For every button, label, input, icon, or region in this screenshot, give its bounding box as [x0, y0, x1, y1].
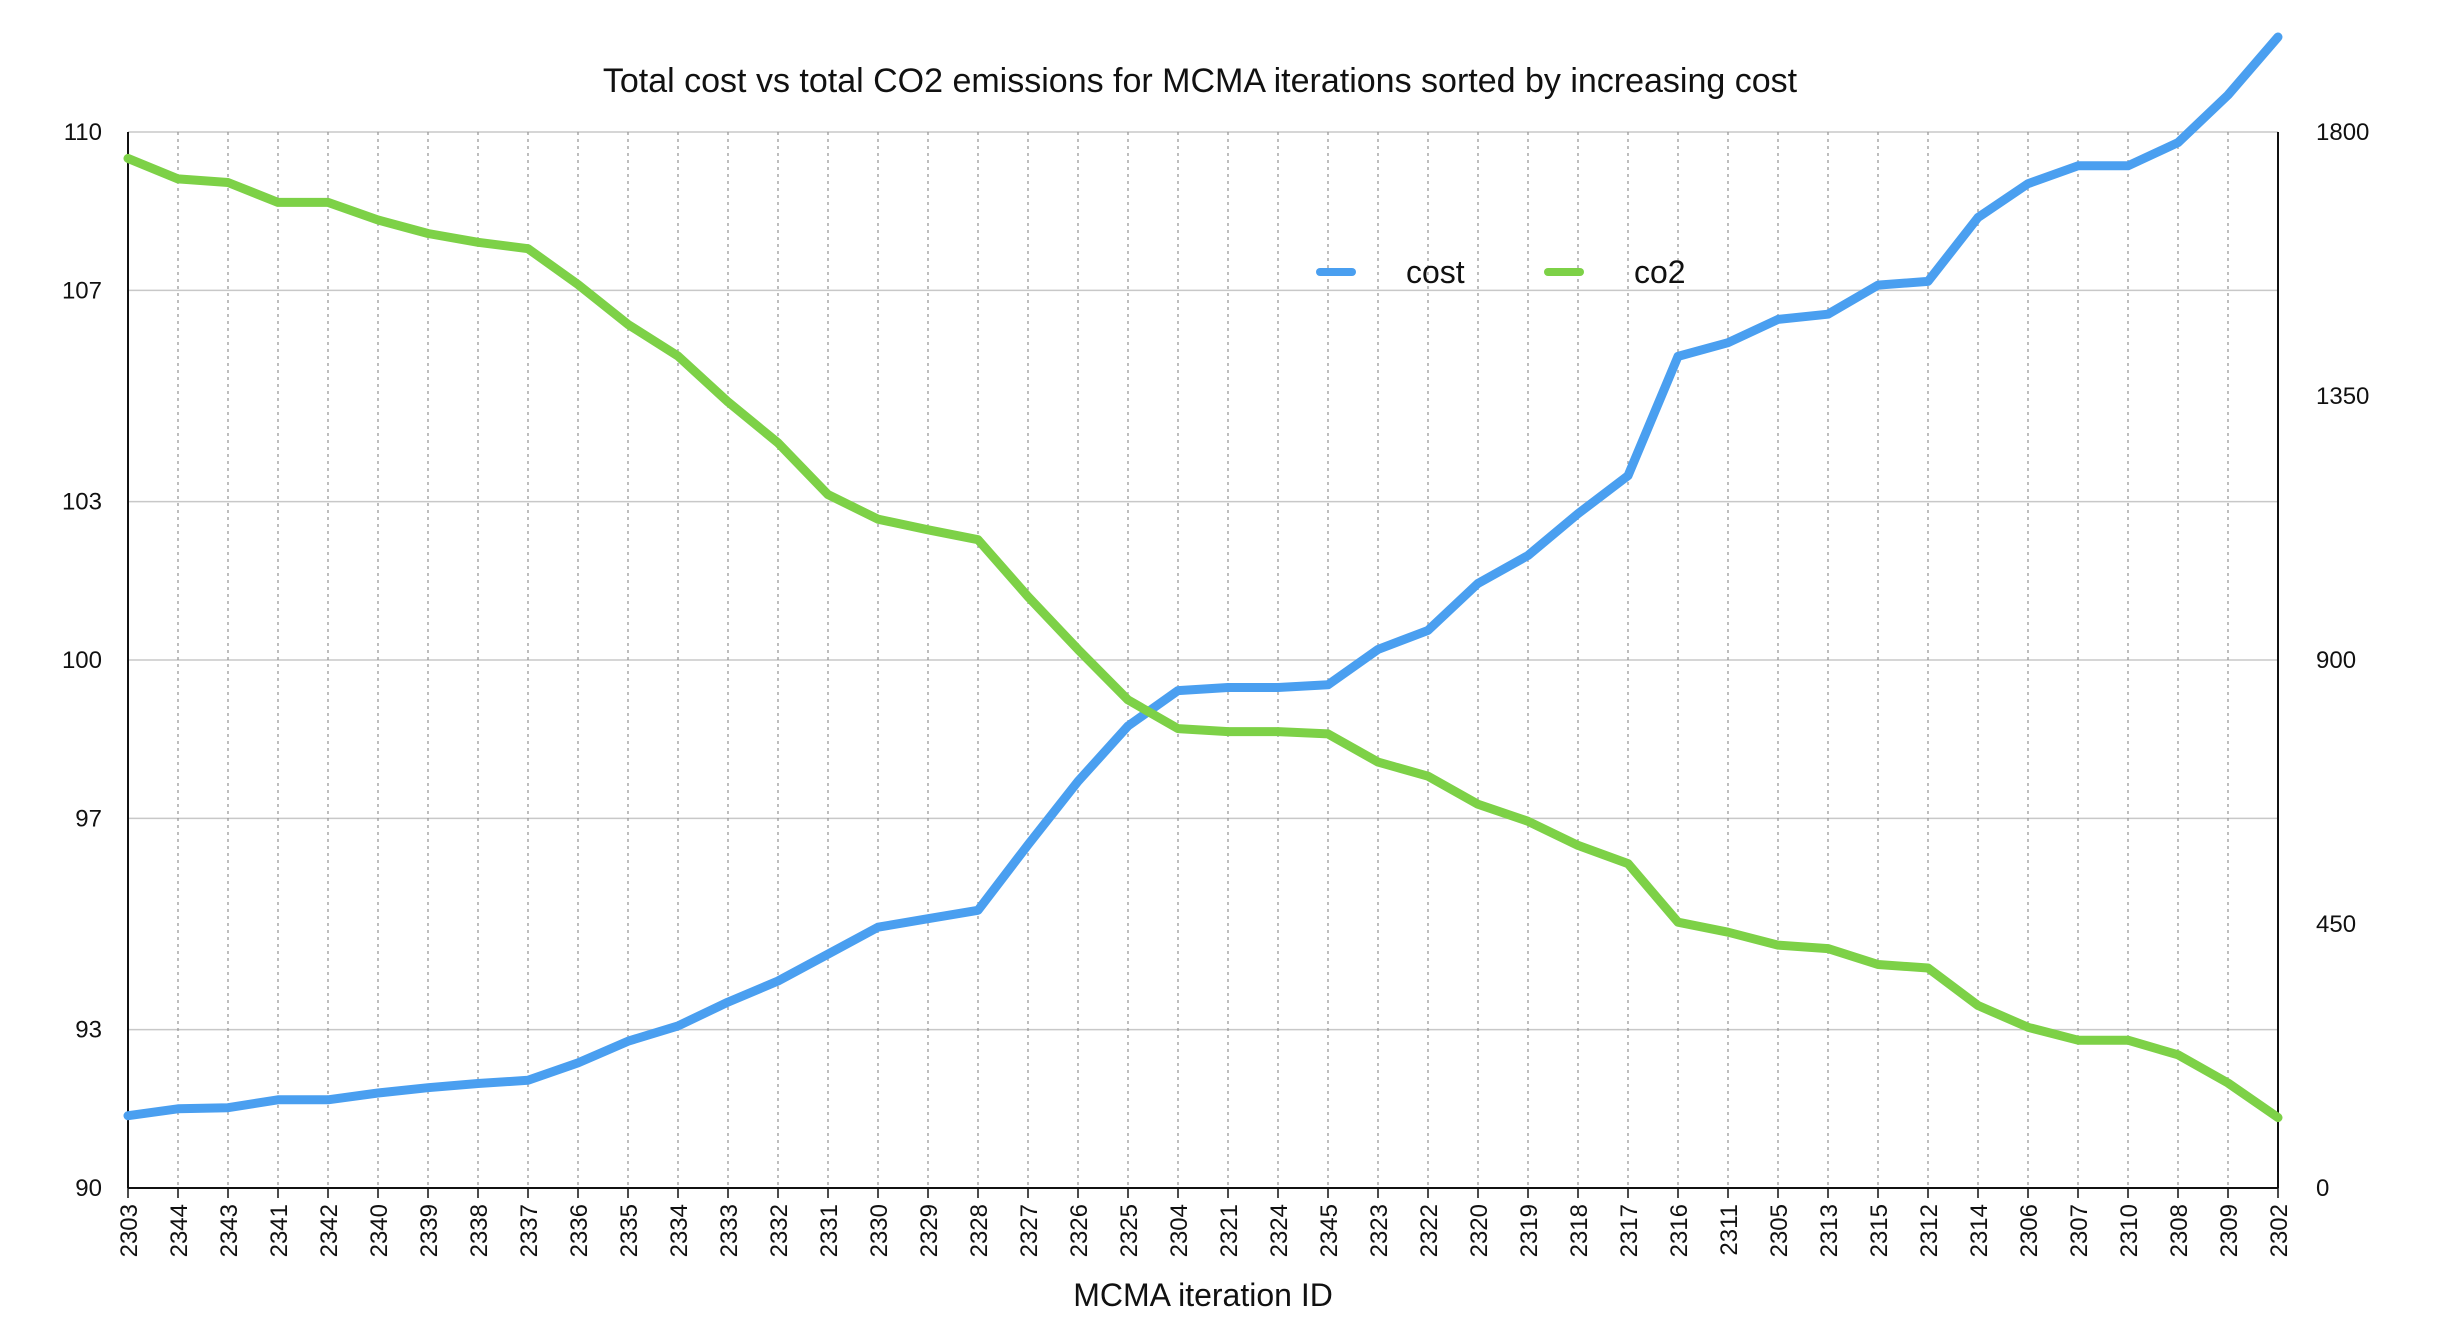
x-tick-label: 2333: [716, 1204, 743, 1257]
x-tick-label: 2325: [1116, 1204, 1143, 1257]
y-left-tick-label: 110: [64, 119, 102, 146]
x-tick-label: 2322: [1416, 1204, 1443, 1257]
y-left-tick-label: 107: [62, 277, 102, 304]
legend-label-cost: cost: [1406, 254, 1465, 290]
x-tick-label: 2342: [316, 1204, 343, 1257]
y-left-tick-label: 103: [62, 489, 102, 516]
x-tick-label: 2319: [1516, 1204, 1543, 1257]
series-line-co2: [123, 153, 2283, 1123]
x-tick-label: 2330: [866, 1204, 893, 1257]
y-right-tick-label: 900: [2316, 647, 2356, 674]
x-tick-label: 2321: [1216, 1204, 1243, 1257]
x-tick-label: 2339: [416, 1204, 443, 1257]
x-tick-label: 2314: [1966, 1204, 1993, 1257]
series-layer: [123, 32, 2283, 1123]
chart-title: Total cost vs total CO2 emissions for MC…: [603, 62, 1798, 100]
x-tick-label: 2305: [1766, 1204, 1793, 1257]
y-right-tick-label: 450: [2316, 911, 2356, 938]
x-tick-label: 2312: [1916, 1204, 1943, 1257]
x-tick-label: 2337: [516, 1204, 543, 1257]
x-tick-label: 2311: [1716, 1204, 1743, 1256]
grid-layer: [128, 131, 2278, 1189]
x-tick-label: 2304: [1166, 1204, 1193, 1257]
x-tick-label: 2343: [216, 1204, 243, 1257]
x-axis-label: MCMA iteration ID: [1073, 1277, 1333, 1313]
legend: cost co2: [1316, 254, 1686, 290]
x-tick-label: 2306: [2016, 1204, 2043, 1257]
x-tick-label: 2344: [166, 1204, 193, 1257]
x-tick-label: 2310: [2116, 1204, 2143, 1257]
y-right-tick-label: 0: [2316, 1175, 2329, 1202]
x-tick-label: 2340: [366, 1204, 393, 1257]
x-tick-label: 2303: [116, 1204, 143, 1257]
x-tick-label: 2317: [1616, 1204, 1643, 1257]
x-tick-label: 2315: [1866, 1204, 1893, 1257]
y-right-tick-label: 1800: [2316, 119, 2369, 146]
x-tick-label: 2327: [1016, 1204, 1043, 1257]
x-tick-label: 2308: [2166, 1204, 2193, 1257]
x-tick-label: 2326: [1066, 1204, 1093, 1257]
x-tick-label: 2323: [1366, 1204, 1393, 1257]
x-tick-label: 2309: [2216, 1204, 2243, 1257]
x-tick-label: 2320: [1466, 1204, 1493, 1257]
x-tick-label: 2307: [2066, 1204, 2093, 1257]
x-tick-label: 2302: [2266, 1204, 2293, 1257]
x-tick-label: 2338: [466, 1204, 493, 1257]
x-tick-label: 2334: [666, 1204, 693, 1257]
x-tick-label: 2324: [1266, 1204, 1293, 1257]
x-tick-label: 2328: [966, 1204, 993, 1257]
y-left-tick-label: 100: [62, 647, 102, 674]
x-tick-label: 2316: [1666, 1204, 1693, 1257]
x-tick-label: 2335: [616, 1204, 643, 1257]
legend-label-co2: co2: [1634, 254, 1686, 290]
x-tick-label: 2341: [266, 1204, 293, 1257]
x-tick-label: 2329: [916, 1204, 943, 1257]
x-tick-label: 2318: [1566, 1204, 1593, 1257]
axis-layer: 90 93 97 100 103 107 110 0 450 900 1350 1800 2303 234…: [62, 119, 2369, 1257]
x-tick-label: 2331: [816, 1204, 843, 1257]
x-tick-label: 2313: [1816, 1204, 1843, 1257]
y-left-tick-label: 90: [75, 1175, 102, 1202]
y-left-tick-label: 93: [75, 1017, 102, 1044]
x-tick-label: 2332: [766, 1204, 793, 1257]
y-right-tick-label: 1350: [2316, 383, 2369, 410]
y-left-tick-label: 97: [75, 805, 102, 832]
x-tick-label: 2345: [1316, 1204, 1343, 1257]
series-line-cost: [123, 32, 2283, 1121]
x-tick-label: 2336: [566, 1204, 593, 1257]
